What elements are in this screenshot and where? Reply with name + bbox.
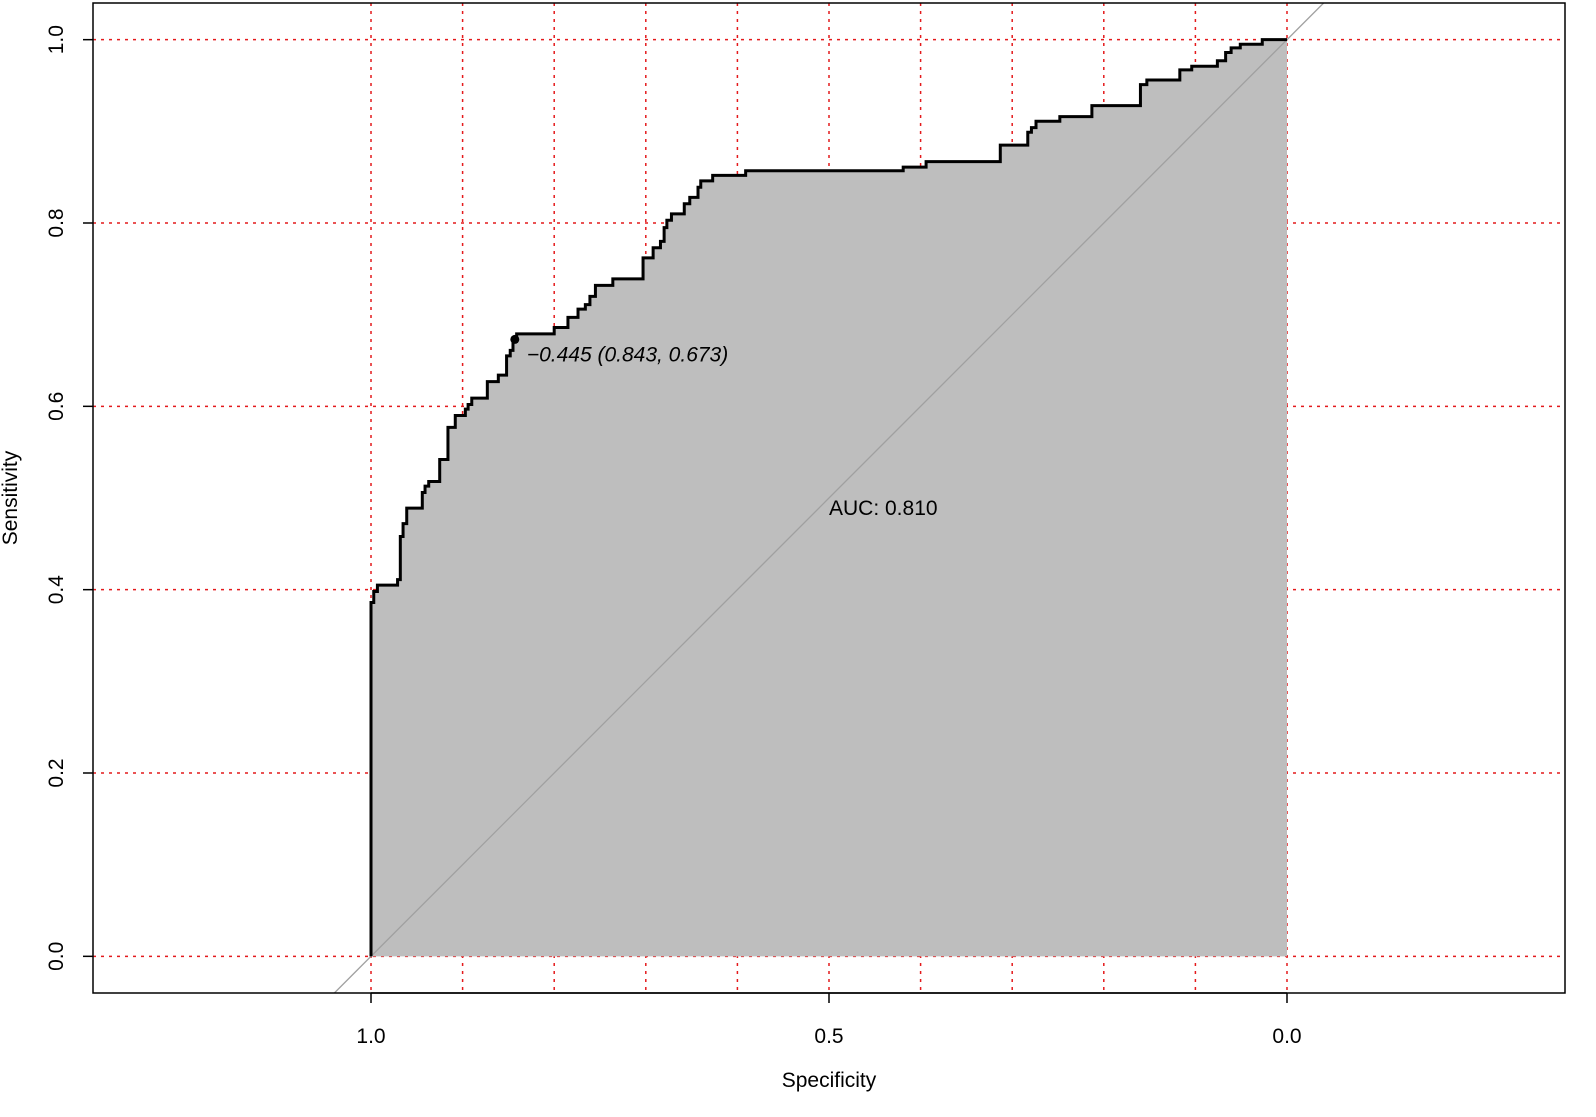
roc-curve xyxy=(369,38,1287,957)
y-tick-label: 0.8 xyxy=(45,208,68,237)
y-tick-label: 0.0 xyxy=(45,942,68,971)
y-axis: 0.0 0.2 0.4 0.6 0.8 1.0 xyxy=(45,25,93,971)
y-tick-label: 0.2 xyxy=(45,758,68,787)
threshold-point xyxy=(510,334,520,344)
y-tick-label: 0.6 xyxy=(45,392,68,421)
x-axis-label: Specificity xyxy=(782,1069,877,1092)
x-tick-label: 0.0 xyxy=(1272,1025,1301,1048)
x-tick-label: 1.0 xyxy=(356,1025,385,1048)
chance-diagonal xyxy=(333,3,1325,993)
auc-label: AUC: 0.810 xyxy=(829,497,938,520)
x-tick-label: 0.5 xyxy=(814,1025,843,1048)
y-axis-label: Sensitivity xyxy=(0,450,22,545)
x-axis: 1.0 0.5 0.0 xyxy=(356,992,1302,1048)
y-tick-label: 1.0 xyxy=(45,25,68,54)
y-tick-label: 0.4 xyxy=(45,575,68,605)
threshold-label: −0.445 (0.843, 0.673) xyxy=(527,343,728,366)
